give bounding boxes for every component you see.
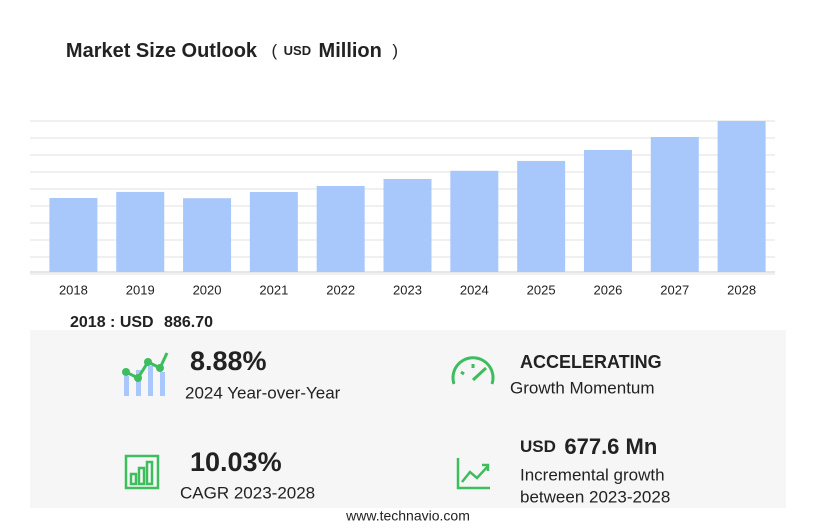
bar <box>49 197 98 272</box>
chart-title: Market Size Outlook ( USD Million ) <box>66 40 398 62</box>
gauge-icon <box>451 356 495 385</box>
title-paren: ) <box>392 41 398 60</box>
bar <box>650 136 699 272</box>
x-tick-label: 2027 <box>660 282 689 297</box>
bar <box>583 149 632 272</box>
x-tick-label: 2026 <box>593 282 622 297</box>
x-tick-label: 2028 <box>727 282 756 297</box>
yoy-icon <box>122 352 169 396</box>
growth-icon <box>456 458 490 490</box>
x-tick-label: 2024 <box>460 282 489 297</box>
x-tick-label: 2022 <box>326 282 355 297</box>
x-tick-label: 2023 <box>393 282 422 297</box>
title-unit: Million <box>319 40 382 62</box>
card-value: 677.6 Mn <box>564 434 657 459</box>
card-value-group: USD 677.6 Mn <box>520 434 657 459</box>
summary-panel <box>30 330 786 508</box>
card-value: 10.03% <box>190 447 282 477</box>
x-tick-label: 2020 <box>193 282 222 297</box>
title-paren: ( <box>272 41 278 60</box>
card-caption: Incremental growth <box>520 465 665 484</box>
x-tick-label: 2025 <box>527 282 556 297</box>
bar <box>316 185 365 272</box>
card-value: ACCELERATING <box>520 352 662 372</box>
card-value: 8.88% <box>190 346 267 376</box>
card-caption: between 2023-2028 <box>520 487 670 506</box>
x-tick-label: 2018 <box>59 282 88 297</box>
bar <box>517 160 566 272</box>
cagr-icon <box>124 454 160 490</box>
x-tick-label: 2019 <box>126 282 155 297</box>
base-value: 886.70 <box>164 314 213 331</box>
bar <box>249 192 298 272</box>
card-unit: USD <box>520 437 556 456</box>
bar <box>116 191 165 272</box>
base-label: 2018 : USD <box>70 314 154 331</box>
bar <box>183 198 232 272</box>
title-text: Market Size Outlook <box>66 40 258 62</box>
card-caption: CAGR 2023-2028 <box>180 483 315 502</box>
x-tick-label: 2021 <box>259 282 288 297</box>
card-caption: 2024 Year-over-Year <box>185 383 341 402</box>
bar <box>450 170 499 272</box>
bar <box>383 178 432 272</box>
footer: www.technavio.com <box>345 508 470 524</box>
bar <box>717 120 766 272</box>
card-caption: Growth Momentum <box>510 378 655 397</box>
base-year: 2018 : USD 886.70 <box>70 314 213 331</box>
title-currency: USD <box>284 43 311 58</box>
